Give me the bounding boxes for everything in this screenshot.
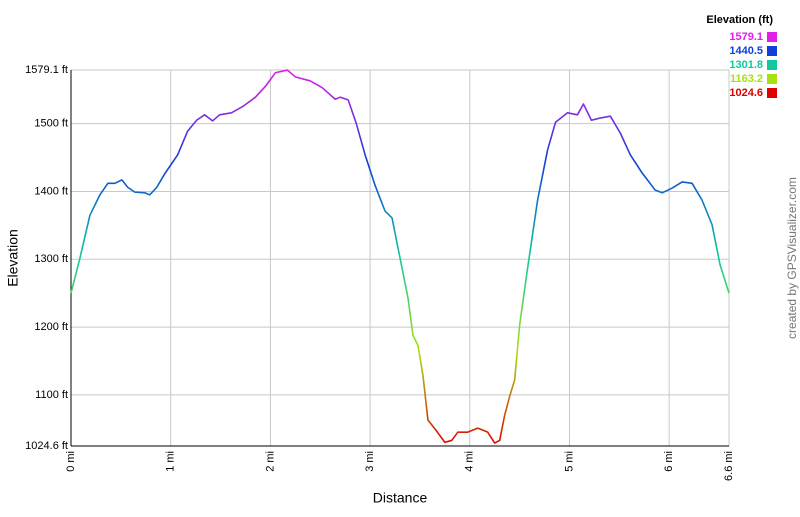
x-tick-label: 6.6 mi [723, 451, 735, 481]
legend-swatch [767, 60, 777, 70]
y-tick-label: 1200 ft [34, 321, 68, 333]
legend-swatch [767, 32, 777, 42]
elevation-line [70, 69, 730, 444]
legend-swatch [767, 88, 777, 98]
legend-swatch [767, 74, 777, 84]
x-tick-label: 1 mi [165, 451, 177, 472]
legend-label: 1024.6 [729, 87, 763, 99]
legend-label: 1301.8 [729, 59, 763, 71]
legend-label: 1440.5 [729, 45, 763, 57]
x-tick-label: 3 mi [364, 451, 376, 472]
legend-label: 1163.2 [730, 73, 763, 85]
y-tick-label: 1300 ft [34, 253, 68, 265]
x-tick-label: 6 mi [663, 451, 675, 472]
y-tick-label: 1100 ft [35, 389, 68, 401]
y-tick-label: 1400 ft [34, 185, 68, 197]
y-tick-label: 1500 ft [34, 118, 68, 130]
y-tick-label: 1579.1 ft [25, 64, 68, 76]
credit: created by GPSVisualizer.com [785, 177, 799, 339]
y-tick-label: 1024.6 ft [25, 440, 68, 452]
x-axis-title: Distance [373, 490, 428, 506]
x-tick-label: 5 mi [563, 451, 575, 472]
y-axis-title: Elevation [5, 229, 21, 287]
x-tick-label: 0 mi [65, 451, 77, 472]
legend-label: 1579.1 [729, 31, 763, 43]
legend-title: Elevation (ft) [706, 14, 773, 26]
legend-swatch [767, 46, 777, 56]
x-tick-label: 2 mi [264, 451, 276, 472]
x-tick-label: 4 mi [464, 451, 476, 472]
